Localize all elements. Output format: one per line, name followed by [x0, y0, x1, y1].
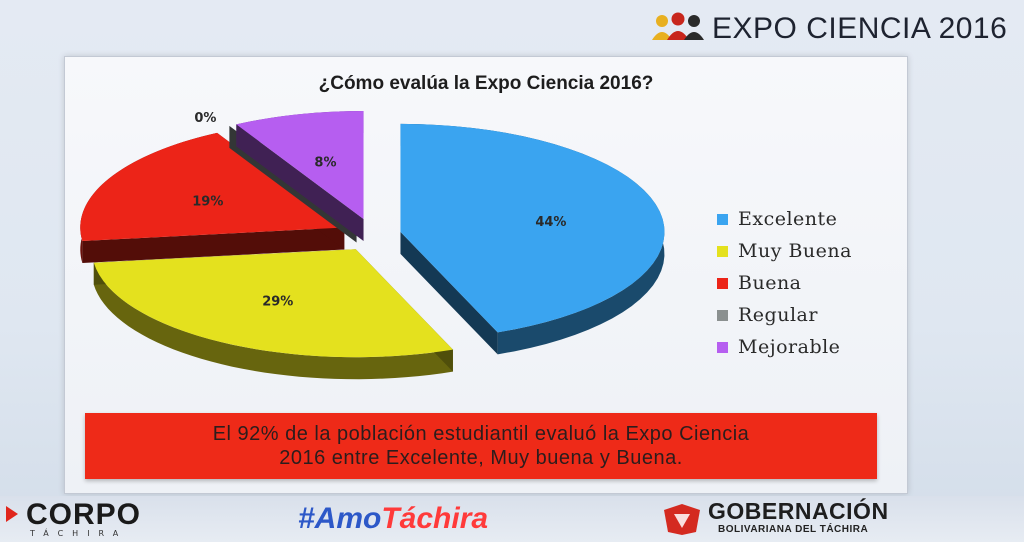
slide-title: EXPO CIENCIA 2016	[712, 12, 1008, 45]
corpo-mark-icon	[6, 506, 18, 522]
legend-label: Regular	[738, 304, 818, 326]
chart-legend: Excelente Muy Buena Buena Regular Mejora…	[717, 203, 852, 363]
legend-swatch	[717, 277, 728, 289]
pie-slice-edge	[82, 227, 345, 264]
legend-item: Buena	[717, 267, 852, 299]
pie-slice-top	[80, 132, 345, 242]
hashtag-logo: #AmoTáchira	[298, 502, 488, 536]
legend-label: Excelente	[738, 208, 838, 230]
pie-slice-top	[400, 123, 665, 333]
pie-slice-wall	[93, 262, 453, 380]
gobernacion-subtitle: BOLIVARIANA DEL TÁCHIRA	[718, 524, 869, 535]
pie-data-label: 0%	[194, 111, 216, 126]
footer-bar: CORPO TÁCHIRA #AmoTáchira GOBERNACIÓN BO…	[0, 496, 1024, 542]
pie-data-label: 44%	[535, 215, 566, 230]
pie-data-label: 29%	[262, 294, 293, 309]
legend-label: Mejorable	[738, 336, 841, 358]
corpo-wordmark: CORPO	[26, 498, 142, 531]
legend-item: Muy Buena	[717, 235, 852, 267]
gobernacion-emblem-icon	[664, 504, 700, 535]
pie-slice-edge	[236, 124, 364, 242]
pie-slice-mejorable	[236, 111, 364, 242]
legend-item: Mejorable	[717, 331, 852, 363]
gobernacion-title: GOBERNACIÓN	[708, 498, 889, 524]
people-logo-icon	[652, 12, 704, 40]
hashtag-accent: Táchira	[381, 502, 489, 535]
legend-item: Excelente	[717, 203, 852, 235]
pie-chart: 44% 29% 19% 0% 8%	[80, 111, 665, 380]
pie-slice-edge	[400, 231, 498, 355]
legend-label: Muy Buena	[738, 240, 852, 262]
summary-line: El 92% de la población estudiantil evalu…	[212, 423, 750, 445]
hashtag-prefix: #Amo	[298, 502, 382, 535]
legend-label: Buena	[738, 272, 802, 294]
pie-slice-top	[236, 111, 364, 220]
pie-slice-muy-buena	[93, 249, 453, 380]
summary-text: El 92% de la población estudiantil evalu…	[85, 422, 877, 470]
legend-swatch	[717, 309, 728, 321]
pie-data-label: 19%	[192, 195, 223, 210]
summary-callout: El 92% de la población estudiantil evalu…	[85, 413, 877, 479]
pie-slice-top	[93, 249, 453, 358]
pie-data-label: 8%	[314, 155, 336, 170]
legend-swatch	[717, 245, 728, 257]
pie-slice-excelente	[400, 123, 665, 355]
chart-frame: ¿Cómo evalúa la Expo Ciencia 2016? 44% 29…	[64, 56, 908, 494]
chart-title: ¿Cómo evalúa la Expo Ciencia 2016?	[318, 73, 654, 94]
legend-swatch	[717, 341, 728, 353]
corpo-subtitle: TÁCHIRA	[30, 529, 128, 538]
summary-line: 2016 entre Excelente, Muy buena y Buena.	[279, 447, 683, 469]
legend-item: Regular	[717, 299, 852, 331]
legend-swatch	[717, 213, 728, 225]
